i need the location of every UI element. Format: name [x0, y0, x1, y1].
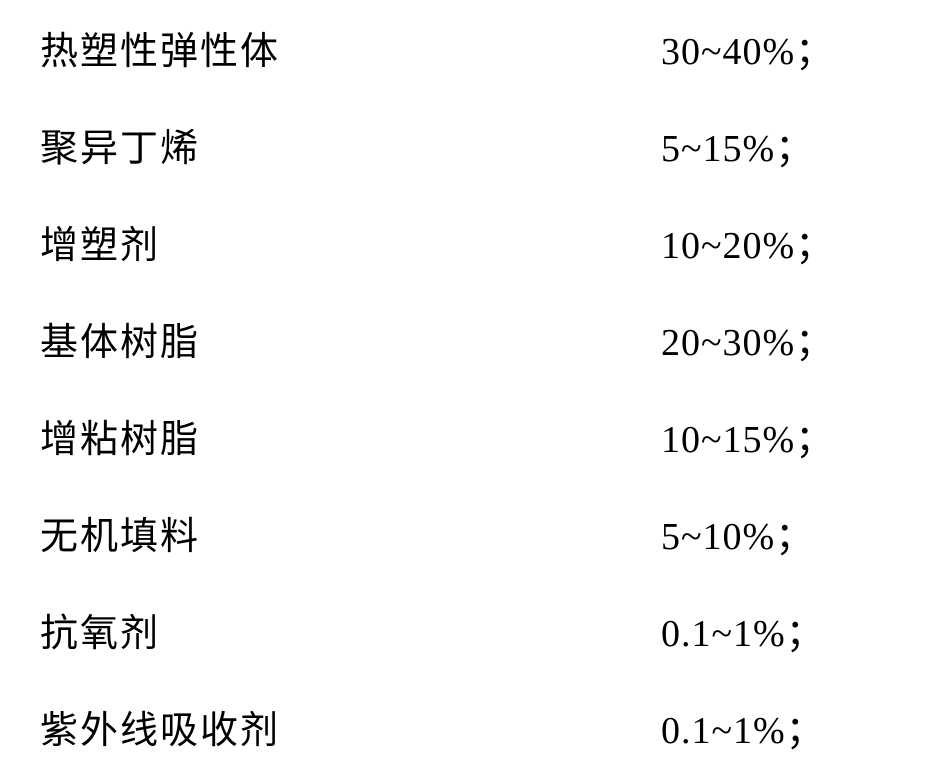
- ingredient-value: 0.1~1%；: [661, 699, 891, 754]
- ingredient-value: 5~15%；: [661, 117, 891, 172]
- ingredient-label: 热塑性弹性体: [40, 20, 280, 75]
- ingredient-value: 5~10%；: [661, 505, 891, 560]
- ingredient-label: 抗氧剂: [40, 602, 160, 657]
- ingredient-label: 增粘树脂: [40, 408, 200, 463]
- ingredient-label: 紫外线吸收剂: [40, 699, 280, 754]
- ingredient-value: 0.1~1%；: [661, 602, 891, 657]
- ingredient-label: 增塑剂: [40, 214, 160, 269]
- table-row: 增粘树脂 10~15%；: [40, 408, 891, 463]
- ingredient-value: 10~20%；: [661, 214, 891, 269]
- ingredient-label: 无机填料: [40, 505, 200, 560]
- table-row: 聚异丁烯 5~15%；: [40, 117, 891, 172]
- table-row: 增塑剂 10~20%；: [40, 214, 891, 269]
- ingredient-label: 基体树脂: [40, 311, 200, 366]
- ingredient-value: 10~15%；: [661, 408, 891, 463]
- table-row: 紫外线吸收剂 0.1~1%；: [40, 699, 891, 754]
- ingredient-value: 30~40%；: [661, 20, 891, 75]
- table-row: 基体树脂 20~30%；: [40, 311, 891, 366]
- table-row: 无机填料 5~10%；: [40, 505, 891, 560]
- ingredient-value: 20~30%；: [661, 311, 891, 366]
- table-row: 热塑性弹性体 30~40%；: [40, 20, 891, 75]
- composition-table: 热塑性弹性体 30~40%； 聚异丁烯 5~15%； 增塑剂 10~20%； 基…: [0, 0, 951, 774]
- ingredient-label: 聚异丁烯: [40, 117, 200, 172]
- table-row: 抗氧剂 0.1~1%；: [40, 602, 891, 657]
